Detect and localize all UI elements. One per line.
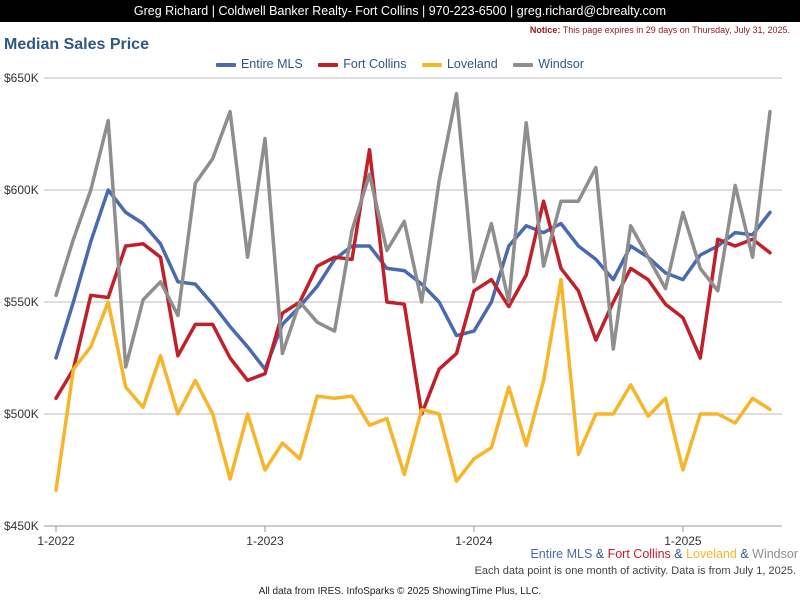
legend-item-loveland: Loveland: [421, 57, 498, 71]
series-lines: [54, 91, 772, 492]
axes: $450K $500K $550K $600K $650K 1-2022 1-2023 1-2…: [4, 71, 702, 548]
data-note: Each data point is one month of activity…: [474, 565, 796, 577]
expiry-notice: Notice: This page expires in 29 days on …: [530, 25, 790, 35]
legend-label-entire-mls: Entire MLS: [240, 57, 303, 71]
legend-label-windsor: Windsor: [538, 57, 585, 71]
y-tick-label: $550K: [4, 295, 39, 309]
series-line-fort-collins: [54, 147, 772, 416]
summary-fort-collins: Fort Collins: [607, 547, 671, 561]
legend-swatch-fort-collins: [318, 62, 339, 67]
x-tick-label: 1-2025: [664, 534, 702, 548]
summary-separator: &: [670, 547, 687, 561]
summary-separator: &: [736, 547, 753, 561]
series-line-windsor: [54, 91, 772, 369]
notice-label: Notice:: [529, 25, 561, 35]
legend-item-entire-mls: Entire MLS: [215, 57, 303, 71]
y-tick-label: $650K: [4, 71, 39, 85]
legend-label-fort-collins: Fort Collins: [343, 57, 407, 71]
legend-swatch-entire-mls: [215, 62, 236, 67]
series-summary-caption: Entire MLS & Fort Collins & Loveland & W…: [530, 547, 798, 561]
gridlines: [44, 77, 782, 527]
x-tick-label: 1-2023: [246, 534, 284, 548]
legend-swatch-loveland: [421, 62, 442, 67]
agent-contact-banner: Greg Richard | Coldwell Banker Realty- F…: [0, 0, 800, 22]
chart-legend: Entire MLS Fort Collins Loveland Windsor: [0, 57, 800, 75]
legend-swatch-windsor: [513, 62, 534, 67]
data-credit: All data from IRES. InfoSparks © 2025 Sh…: [258, 586, 542, 597]
summary-entire-mls: Entire MLS: [530, 547, 593, 561]
summary-separator: &: [592, 547, 608, 561]
y-tick-label: $600K: [4, 183, 39, 197]
chart-title: Median Sales Price: [4, 36, 149, 53]
x-tick-label: 1-2024: [455, 534, 493, 548]
series-line-loveland: [54, 277, 772, 492]
notice-text: This page expires in 29 days on Thursday…: [560, 25, 790, 35]
y-tick-label: $500K: [4, 407, 39, 421]
legend-item-windsor: Windsor: [513, 57, 584, 71]
summary-windsor: Windsor: [752, 547, 798, 561]
y-tick-label: $450K: [4, 519, 39, 533]
summary-loveland: Loveland: [686, 547, 737, 561]
legend-label-loveland: Loveland: [446, 57, 498, 71]
legend-item-fort-collins: Fort Collins: [318, 57, 406, 71]
x-tick-label: 1-2022: [37, 534, 75, 548]
